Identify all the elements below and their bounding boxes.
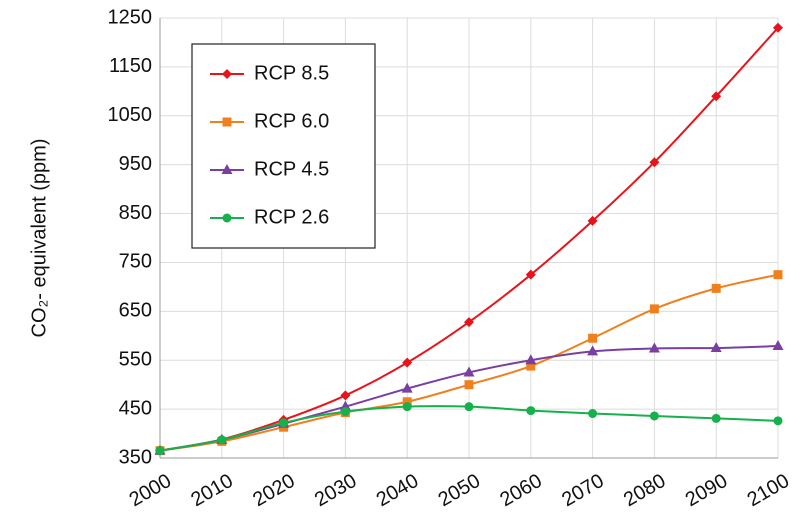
y-tick-label: 750 (119, 251, 152, 273)
marker (588, 333, 598, 343)
legend-marker (221, 164, 233, 174)
marker (217, 435, 227, 445)
marker (587, 215, 598, 226)
x-tick-label: 2080 (620, 470, 670, 511)
marker (525, 354, 537, 365)
y-tick-label: 950 (119, 153, 152, 175)
marker (155, 446, 165, 456)
x-tick-label: 2090 (682, 470, 732, 511)
marker (401, 382, 413, 393)
marker (773, 22, 783, 33)
marker (526, 361, 536, 371)
legend-marker (222, 213, 232, 223)
y-tick-label: 1050 (108, 104, 153, 126)
legend-label: RCP 2.6 (254, 206, 329, 228)
marker (340, 390, 351, 401)
marker (711, 413, 721, 423)
legend-label: RCP 8.5 (254, 62, 329, 84)
marker (340, 407, 350, 417)
x-tick-label: 2030 (311, 470, 361, 511)
legend-label: RCP 6.0 (254, 110, 329, 132)
marker (402, 357, 413, 368)
y-tick-label: 1250 (108, 6, 153, 28)
marker (402, 397, 412, 407)
marker (648, 342, 660, 353)
marker (711, 91, 722, 102)
marker (402, 402, 412, 412)
y-tick-label: 850 (119, 202, 152, 224)
x-tick-label: 2040 (373, 470, 423, 511)
y-tick-label: 450 (119, 397, 152, 419)
marker (772, 340, 784, 351)
x-tick-label: 2060 (496, 470, 546, 511)
marker (279, 418, 289, 428)
y-tick-label: 650 (119, 300, 152, 322)
x-tick-label: 2020 (249, 470, 299, 511)
legend-marker (222, 117, 232, 127)
y-tick-label: 350 (119, 446, 152, 468)
x-tick-label: 2050 (435, 470, 485, 511)
y-tick-label: 550 (119, 349, 152, 371)
marker (464, 380, 474, 390)
marker (649, 304, 659, 314)
y-axis-label: CO₂- equivalent (ppm) (28, 139, 50, 338)
legend-label: RCP 4.5 (254, 158, 329, 180)
marker (773, 416, 783, 426)
x-tick-label: 2070 (558, 470, 608, 511)
x-tick-label: 2100 (744, 470, 794, 511)
marker (464, 317, 474, 328)
marker (773, 270, 783, 280)
marker (587, 345, 599, 356)
series-line (159, 27, 779, 452)
marker (710, 342, 722, 352)
marker (526, 406, 536, 416)
legend-marker (222, 69, 232, 79)
marker (464, 402, 474, 412)
marker (649, 411, 659, 421)
x-tick-label: 2010 (187, 470, 237, 511)
legend-box (191, 43, 376, 249)
x-tick-label: 2000 (126, 470, 176, 511)
marker (463, 366, 475, 377)
marker (525, 269, 536, 280)
y-tick-label: 1150 (109, 55, 152, 77)
marker (588, 409, 598, 419)
marker (649, 157, 660, 168)
marker (711, 283, 721, 293)
